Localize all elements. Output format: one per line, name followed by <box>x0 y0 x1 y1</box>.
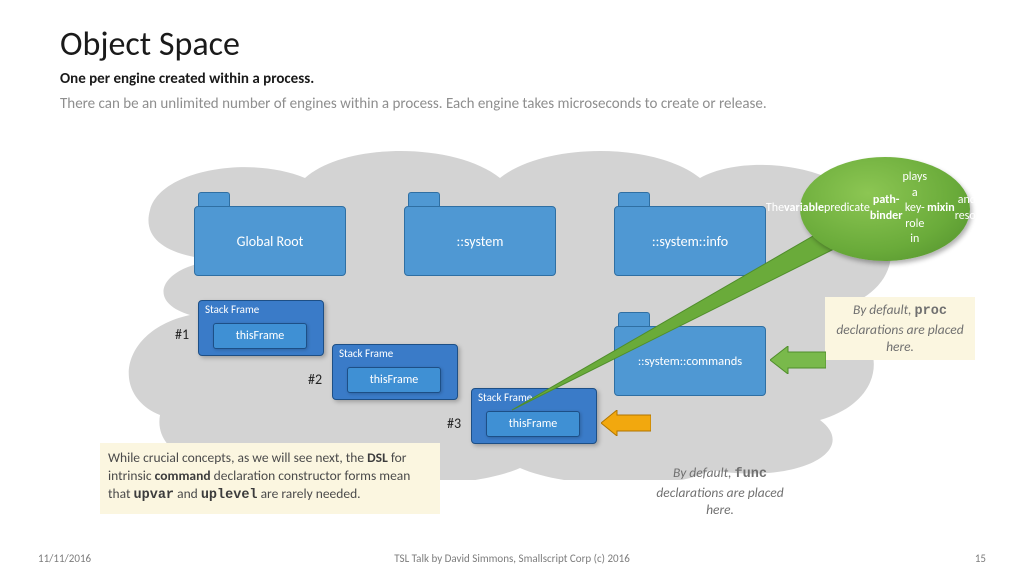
note-func: By default, func declarations are placed… <box>640 460 800 523</box>
arrow-proc-to-commands <box>770 346 826 374</box>
arrow-func-to-stackframe <box>601 410 651 436</box>
note-bottom-left: While crucial concepts, as we will see n… <box>100 443 440 514</box>
stackframe-inner: thisFrame <box>347 367 441 393</box>
stackframe-3: Stack Frame thisFrame <box>471 388 597 444</box>
stackframe-label: Stack Frame <box>478 391 532 404</box>
note-proc: By default, proc declarations are placed… <box>825 297 975 360</box>
folder-global-root: Global Root <box>194 206 346 276</box>
stackframe-1: Stack Frame thisFrame <box>198 300 324 356</box>
folder-label: ::system::commands <box>614 326 766 396</box>
slide: Object Space One per engine created with… <box>0 0 1024 576</box>
folder-label: ::system <box>404 206 556 276</box>
stackframe-inner: thisFrame <box>486 411 580 437</box>
folder-system: ::system <box>404 206 556 276</box>
callout-ellipse: The variable predicate path-binder plays… <box>800 157 970 261</box>
stackframe-inner: thisFrame <box>213 323 307 349</box>
folder-system-commands: ::system::commands <box>614 326 766 396</box>
stackframe-number: #2 <box>308 371 322 388</box>
content-layer: Global Root ::system ::system::info ::sy… <box>0 0 1024 576</box>
stackframe-label: Stack Frame <box>205 303 259 316</box>
stackframe-2: Stack Frame thisFrame <box>332 344 458 400</box>
stackframe-number: #1 <box>175 326 189 343</box>
stackframe-number: #3 <box>447 415 461 432</box>
folder-label: Global Root <box>194 206 346 276</box>
folder-system-info: ::system::info <box>614 206 766 276</box>
stackframe-label: Stack Frame <box>339 347 393 360</box>
folder-label: ::system::info <box>614 206 766 276</box>
